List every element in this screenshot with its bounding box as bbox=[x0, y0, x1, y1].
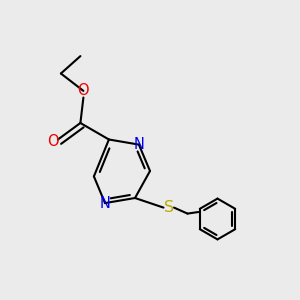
Text: N: N bbox=[100, 196, 110, 211]
Text: O: O bbox=[47, 134, 58, 148]
Text: O: O bbox=[78, 83, 89, 98]
Text: N: N bbox=[134, 137, 144, 152]
Text: S: S bbox=[164, 200, 174, 215]
